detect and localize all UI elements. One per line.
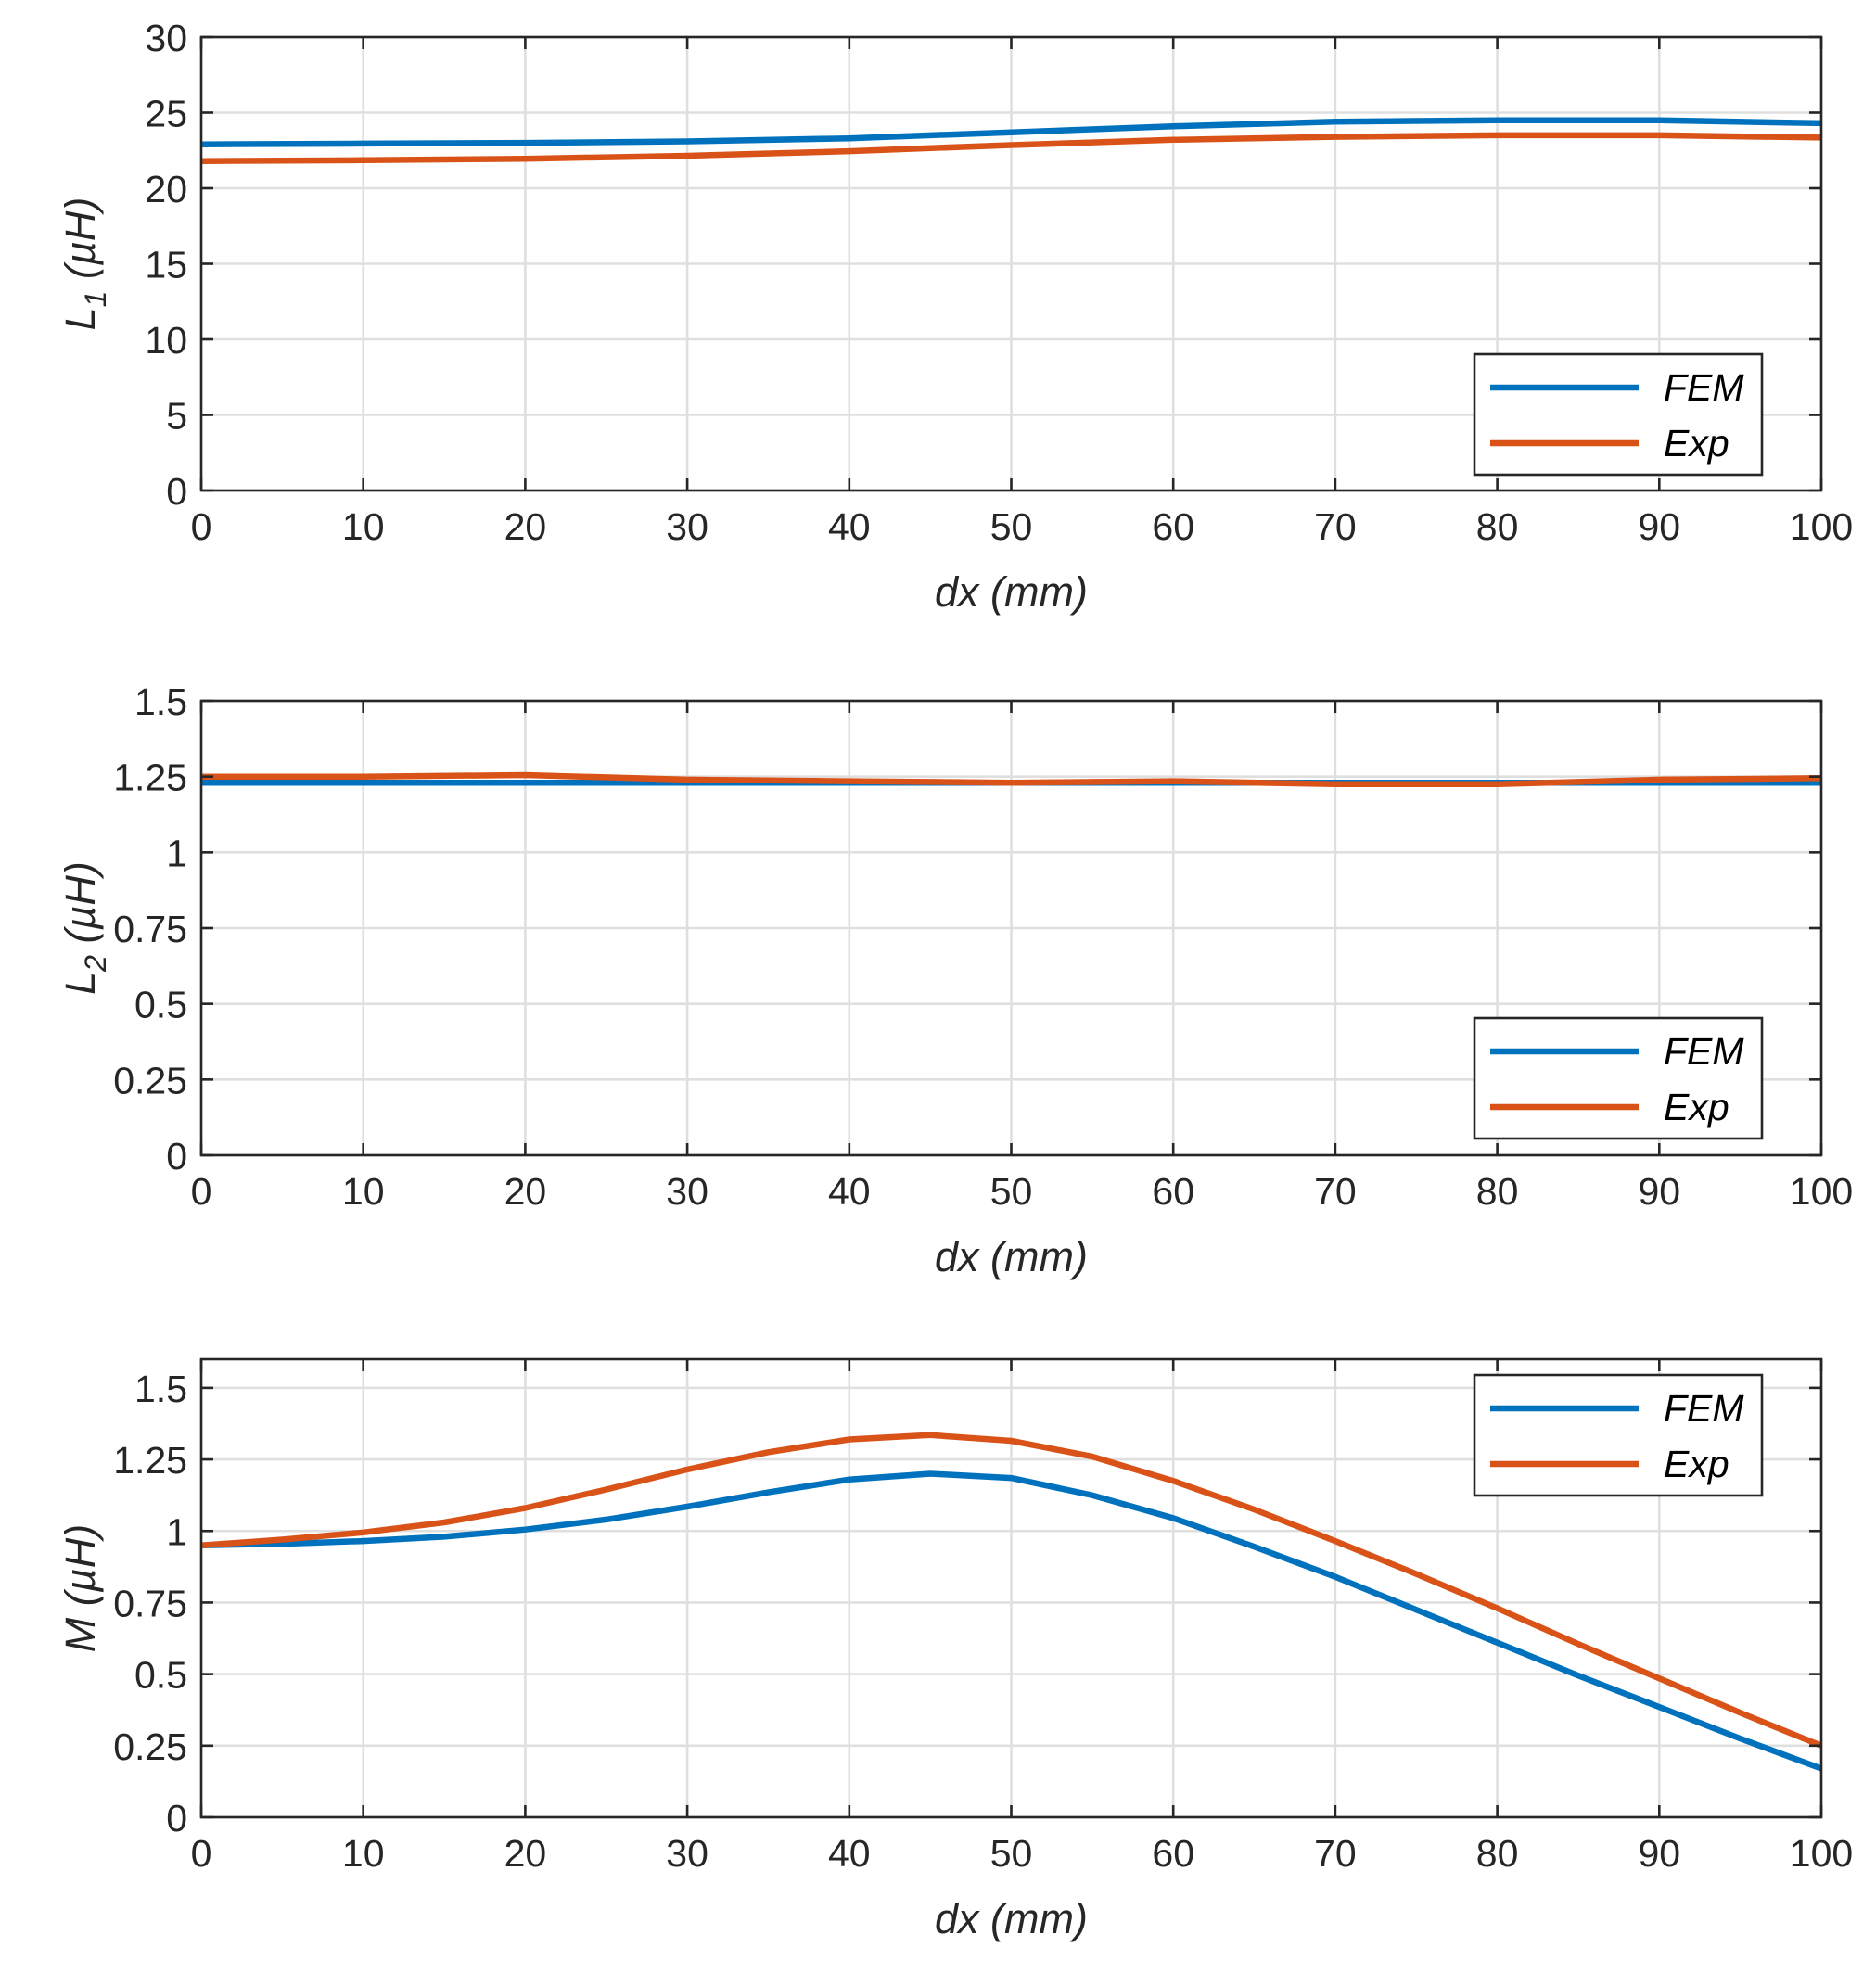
- x-tick-label: 60: [1152, 1170, 1194, 1213]
- y-tick-label: 0.25: [113, 1059, 187, 1101]
- x-tick-label: 70: [1314, 1832, 1357, 1875]
- series-line-fem: [200, 1470, 1823, 1772]
- y-axis-label-unit: (µH): [57, 861, 104, 955]
- y-tick-label: 0: [166, 1797, 187, 1839]
- x-tick-label: 50: [990, 505, 1033, 548]
- legend-label-fem: FEM: [1664, 366, 1744, 409]
- y-tick-label: 1: [166, 832, 187, 874]
- x-tick-label: 0: [191, 1832, 212, 1875]
- series-line-exp: [200, 1432, 1823, 1749]
- y-tick-label: 15: [145, 244, 187, 286]
- x-tick-label: 10: [342, 505, 385, 548]
- x-tick-label: 40: [828, 1170, 871, 1213]
- series-line-exp: [200, 132, 1822, 164]
- x-tick-label: 30: [666, 1832, 708, 1875]
- legend: FEM Exp: [1473, 1016, 1764, 1140]
- x-axis-label: dx (mm): [935, 1895, 1088, 1942]
- x-tick-label: 0: [191, 1170, 212, 1213]
- chart-2: 0 10 20 30 40 50 60 70 80 90 100 0 0.25 0.5 0.75 1 1.25 1…: [57, 681, 1853, 1280]
- y-tick-label: 0.5: [134, 984, 187, 1026]
- x-tick-label: 20: [504, 505, 547, 548]
- x-tick-label: 0: [191, 505, 212, 548]
- x-tick-label: 90: [1638, 1170, 1680, 1213]
- x-axis-label: dx (mm): [935, 1233, 1088, 1280]
- y-tick-label: 25: [145, 93, 187, 135]
- legend-label-exp: Exp: [1664, 1086, 1729, 1128]
- x-tick-label: 100: [1790, 1832, 1853, 1875]
- y-tick-label: 0.5: [134, 1654, 187, 1697]
- y-axis-label-subscript: 2: [79, 955, 112, 973]
- y-tick-label: 1.25: [113, 1439, 187, 1482]
- legend-box: [1473, 352, 1764, 477]
- y-tick-label: 30: [145, 17, 187, 59]
- y-axis-label-main: L: [57, 972, 104, 995]
- y-tick-label: 0.25: [113, 1725, 187, 1768]
- y-axis-label: L1 (µH): [57, 197, 112, 331]
- x-tick-label: 100: [1790, 1170, 1853, 1213]
- y-tick-label: 0.75: [113, 908, 187, 950]
- x-tick-label: 50: [990, 1170, 1033, 1213]
- x-tick-label: 60: [1152, 1832, 1194, 1875]
- x-tick-label: 80: [1476, 1170, 1519, 1213]
- x-tick-label: 70: [1314, 1170, 1357, 1213]
- x-tick-label: 30: [666, 1170, 708, 1213]
- y-tick-label: 1.25: [113, 757, 187, 799]
- legend-box: [1473, 1373, 1764, 1497]
- x-tick-label: 80: [1476, 1832, 1519, 1875]
- x-tick-label: 10: [342, 1170, 385, 1213]
- legend-label-fem: FEM: [1664, 1387, 1744, 1430]
- x-axis-label: dx (mm): [935, 568, 1088, 616]
- y-axis-label-unit: (µH): [57, 197, 104, 291]
- legend: FEM Exp: [1473, 352, 1764, 477]
- x-tick-label: 30: [666, 505, 708, 548]
- x-tick-label: 80: [1476, 505, 1519, 548]
- legend-label-exp: Exp: [1664, 422, 1729, 465]
- x-tick-label: 40: [828, 1832, 871, 1875]
- series-line-fem: [200, 117, 1822, 147]
- y-tick-label: 0.75: [113, 1582, 187, 1624]
- y-tick-label: 10: [145, 319, 187, 362]
- x-tick-label: 40: [828, 505, 871, 548]
- legend: FEM Exp: [1473, 1373, 1764, 1497]
- x-tick-label: 90: [1638, 505, 1680, 548]
- y-tick-label: 20: [145, 168, 187, 210]
- y-tick-label: 1.5: [134, 1368, 187, 1410]
- legend-box: [1473, 1016, 1764, 1140]
- x-tick-label: 50: [990, 1832, 1033, 1875]
- x-tick-label: 60: [1152, 505, 1194, 548]
- chart-3: 0 10 20 30 40 50 60 70 80 90 100 0 0.25 0.5 0.75 1 1.25 1…: [57, 1357, 1853, 1942]
- legend-label-exp: Exp: [1664, 1443, 1729, 1485]
- y-axis-label-subscript: 1: [79, 291, 112, 308]
- y-axis-label-main: M: [57, 1617, 104, 1652]
- series-line-exp: [201, 771, 1822, 788]
- y-tick-label: 1: [166, 1510, 187, 1553]
- y-axis-label: M (µH): [57, 1524, 104, 1652]
- x-tick-label: 10: [342, 1832, 385, 1875]
- y-tick-label: 0: [166, 1135, 187, 1177]
- y-tick-label: 1.5: [134, 681, 187, 723]
- legend-label-fem: FEM: [1664, 1030, 1744, 1073]
- x-tick-label: 100: [1790, 505, 1853, 548]
- y-axis-label: L2 (µH): [57, 861, 112, 995]
- x-tick-label: 70: [1314, 505, 1357, 548]
- x-tick-label: 20: [504, 1170, 547, 1213]
- y-axis-label-main: L: [57, 307, 104, 330]
- chart-1: 0 10 20 30 40 50 60 70 80 90 100 0 5 10 15 20 25 30 dx (mm…: [57, 17, 1853, 616]
- y-tick-label: 5: [166, 395, 187, 438]
- y-tick-label: 0: [166, 470, 187, 513]
- x-tick-label: 90: [1638, 1832, 1680, 1875]
- y-axis-label-unit: (µH): [57, 1524, 104, 1618]
- x-tick-label: 20: [504, 1832, 547, 1875]
